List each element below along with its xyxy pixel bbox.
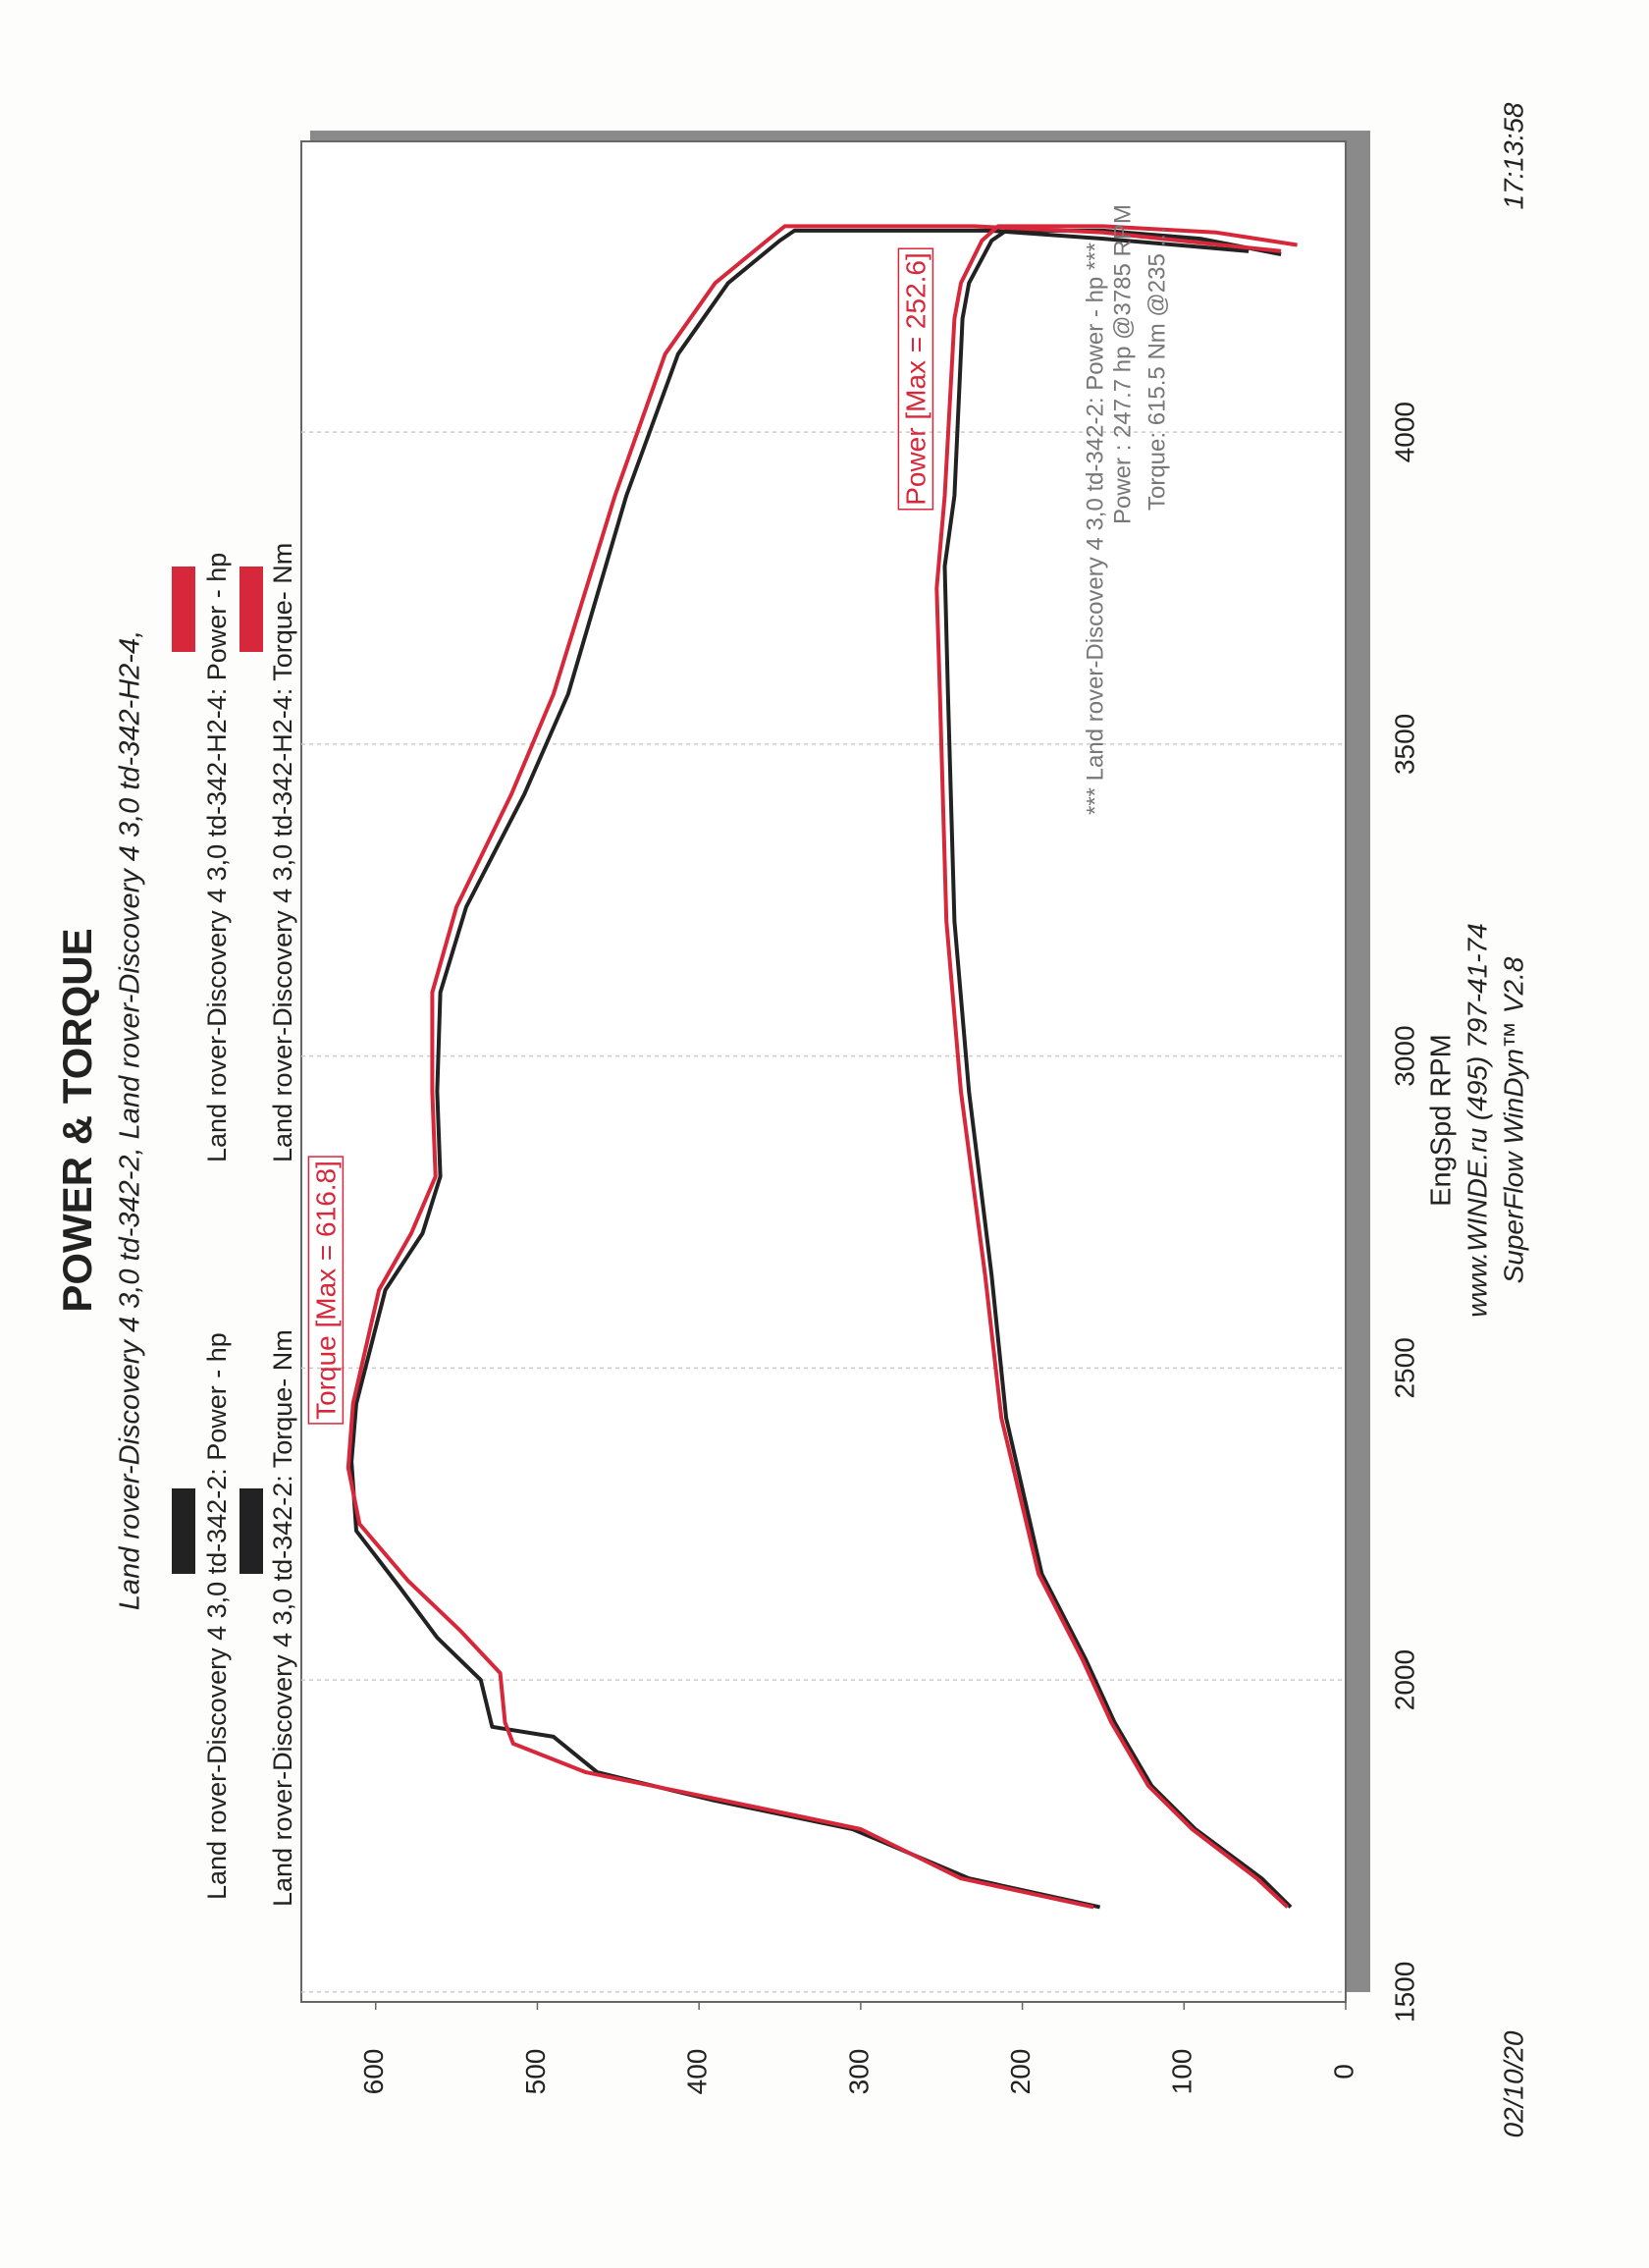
annotation: Power [Max = 252.6] <box>900 252 931 506</box>
y-tick-label: 100 <box>1167 2049 1197 2095</box>
y-tick-label: 200 <box>1005 2049 1036 2095</box>
annotation: Torque [Max = 616.8] <box>310 1161 341 1420</box>
series-line <box>942 228 1293 1909</box>
footer-text: www.WINDE.ru (495) 797-41-74 <box>1462 923 1492 1317</box>
legend-swatch <box>172 567 195 652</box>
x-axis-label: EngSpd RPM <box>1426 1034 1458 1207</box>
y-tick-label: 600 <box>358 2049 389 2095</box>
series-line <box>346 224 1282 1910</box>
rotated-chart: POWER & TORQUE Land rover-Discovery 4 3,… <box>54 102 1528 2137</box>
series-line <box>934 224 1298 1909</box>
legend-label: Land rover-Discovery 4 3,0 td-342-H2-4: … <box>202 553 232 1162</box>
y-tick-label: 300 <box>843 2049 874 2095</box>
chart-title: POWER & TORQUE <box>54 928 100 1312</box>
legend-swatch <box>172 1488 195 1574</box>
chart-subtitle: Land rover-Discovery 4 3,0 td-342-2, Lan… <box>115 630 146 1610</box>
time: 17:13:58 <box>1498 102 1528 209</box>
x-tick-label: 3500 <box>1389 714 1419 775</box>
x-tick-label: 3000 <box>1389 1025 1419 1086</box>
x-tick-label: 2000 <box>1389 1649 1419 1710</box>
series-line <box>349 228 1250 1910</box>
x-tick-label: 4000 <box>1389 402 1419 462</box>
y-tick-label: 400 <box>682 2049 713 2095</box>
x-tick-label: 2500 <box>1389 1337 1419 1398</box>
legend-label: Land rover-Discovery 4 3,0 td-342-H2-4: … <box>268 543 297 1162</box>
x-tick-label: 1500 <box>1389 1962 1419 2023</box>
plot-frame <box>300 140 1347 2003</box>
legend-label: Land rover-Discovery 4 3,0 td-342-2: Tor… <box>268 1329 297 1907</box>
date: 02/10/20 <box>1498 2030 1528 2137</box>
legend-label: Land rover-Discovery 4 3,0 td-342-2: Pow… <box>202 1332 232 1900</box>
y-tick-label: 0 <box>1328 2064 1358 2079</box>
info-text: Torque: 615.5 Nm @235 ... <box>1144 227 1170 511</box>
legend-swatch <box>239 1488 263 1574</box>
legend-swatch <box>239 567 263 652</box>
footer-text: SuperFlow WinDyn™ V2.8 <box>1498 956 1528 1283</box>
info-text: *** Land rover-Discovery 4 3,0 td-342-2:… <box>1082 243 1108 815</box>
annotation-box <box>897 247 934 511</box>
annotation-box <box>307 1156 345 1425</box>
info-text: Power : 247.7 hp @3785 RPM <box>1109 204 1136 524</box>
y-tick-label: 500 <box>520 2049 551 2095</box>
